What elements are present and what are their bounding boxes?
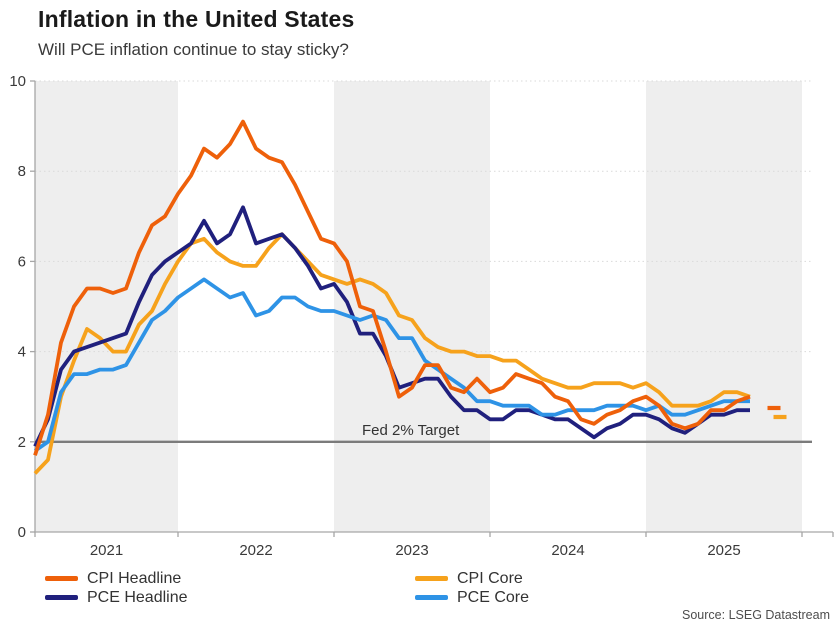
legend-label-pce-headline: PCE Headline — [87, 589, 188, 606]
legend-item-pce-core: PCE Core — [415, 588, 529, 607]
series-line-pce-core — [33, 277, 750, 453]
year-bands — [35, 81, 802, 532]
chart-legend: CPI Headline PCE Headline CPI Core PCE Core — [0, 569, 840, 609]
series-line-cpi-headline — [33, 119, 751, 456]
legend-item-cpi-headline: CPI Headline — [45, 569, 188, 588]
svg-text:2025: 2025 — [707, 542, 740, 559]
chart-title: Inflation in the United States — [38, 6, 355, 32]
svg-text:2024: 2024 — [551, 542, 584, 559]
axes — [30, 80, 834, 537]
fed-target-label: Fed 2% Target — [362, 422, 460, 439]
chart-subtitle: Will PCE inflation continue to stay stic… — [38, 40, 349, 59]
svg-text:2021: 2021 — [90, 542, 123, 559]
inflation-line-chart: 0 2 4 6 8 10 2021 2022 2023 2024 2025 Fed 2% Target — [9, 73, 834, 559]
legend-swatch-pce-headline — [45, 595, 78, 600]
source-note: Source: LSEG Datastream — [682, 608, 830, 622]
svg-text:8: 8 — [18, 163, 26, 180]
svg-text:10: 10 — [9, 73, 26, 90]
legend-swatch-cpi-headline — [45, 576, 78, 581]
legend-swatch-cpi-core — [415, 576, 448, 581]
svg-text:2: 2 — [18, 434, 26, 451]
svg-text:2022: 2022 — [239, 542, 272, 559]
legend-label-cpi-headline: CPI Headline — [87, 570, 182, 587]
legend-label-cpi-core: CPI Core — [457, 570, 523, 587]
svg-text:0: 0 — [18, 524, 26, 541]
series-line-cpi-core — [33, 232, 751, 475]
legend-label-pce-core: PCE Core — [457, 589, 530, 606]
svg-text:2023: 2023 — [395, 542, 428, 559]
legend-column-1: CPI Headline PCE Headline — [45, 569, 188, 607]
x-axis-labels: 2021 2022 2023 2024 2025 — [90, 542, 741, 559]
legend-item-cpi-core: CPI Core — [415, 569, 529, 588]
legend-column-2: CPI Core PCE Core — [415, 569, 529, 607]
svg-text:6: 6 — [18, 253, 26, 270]
svg-text:4: 4 — [18, 344, 26, 361]
legend-item-pce-headline: PCE Headline — [45, 588, 188, 607]
legend-swatch-pce-core — [415, 595, 448, 600]
y-axis-labels: 0 2 4 6 8 10 — [9, 73, 26, 541]
